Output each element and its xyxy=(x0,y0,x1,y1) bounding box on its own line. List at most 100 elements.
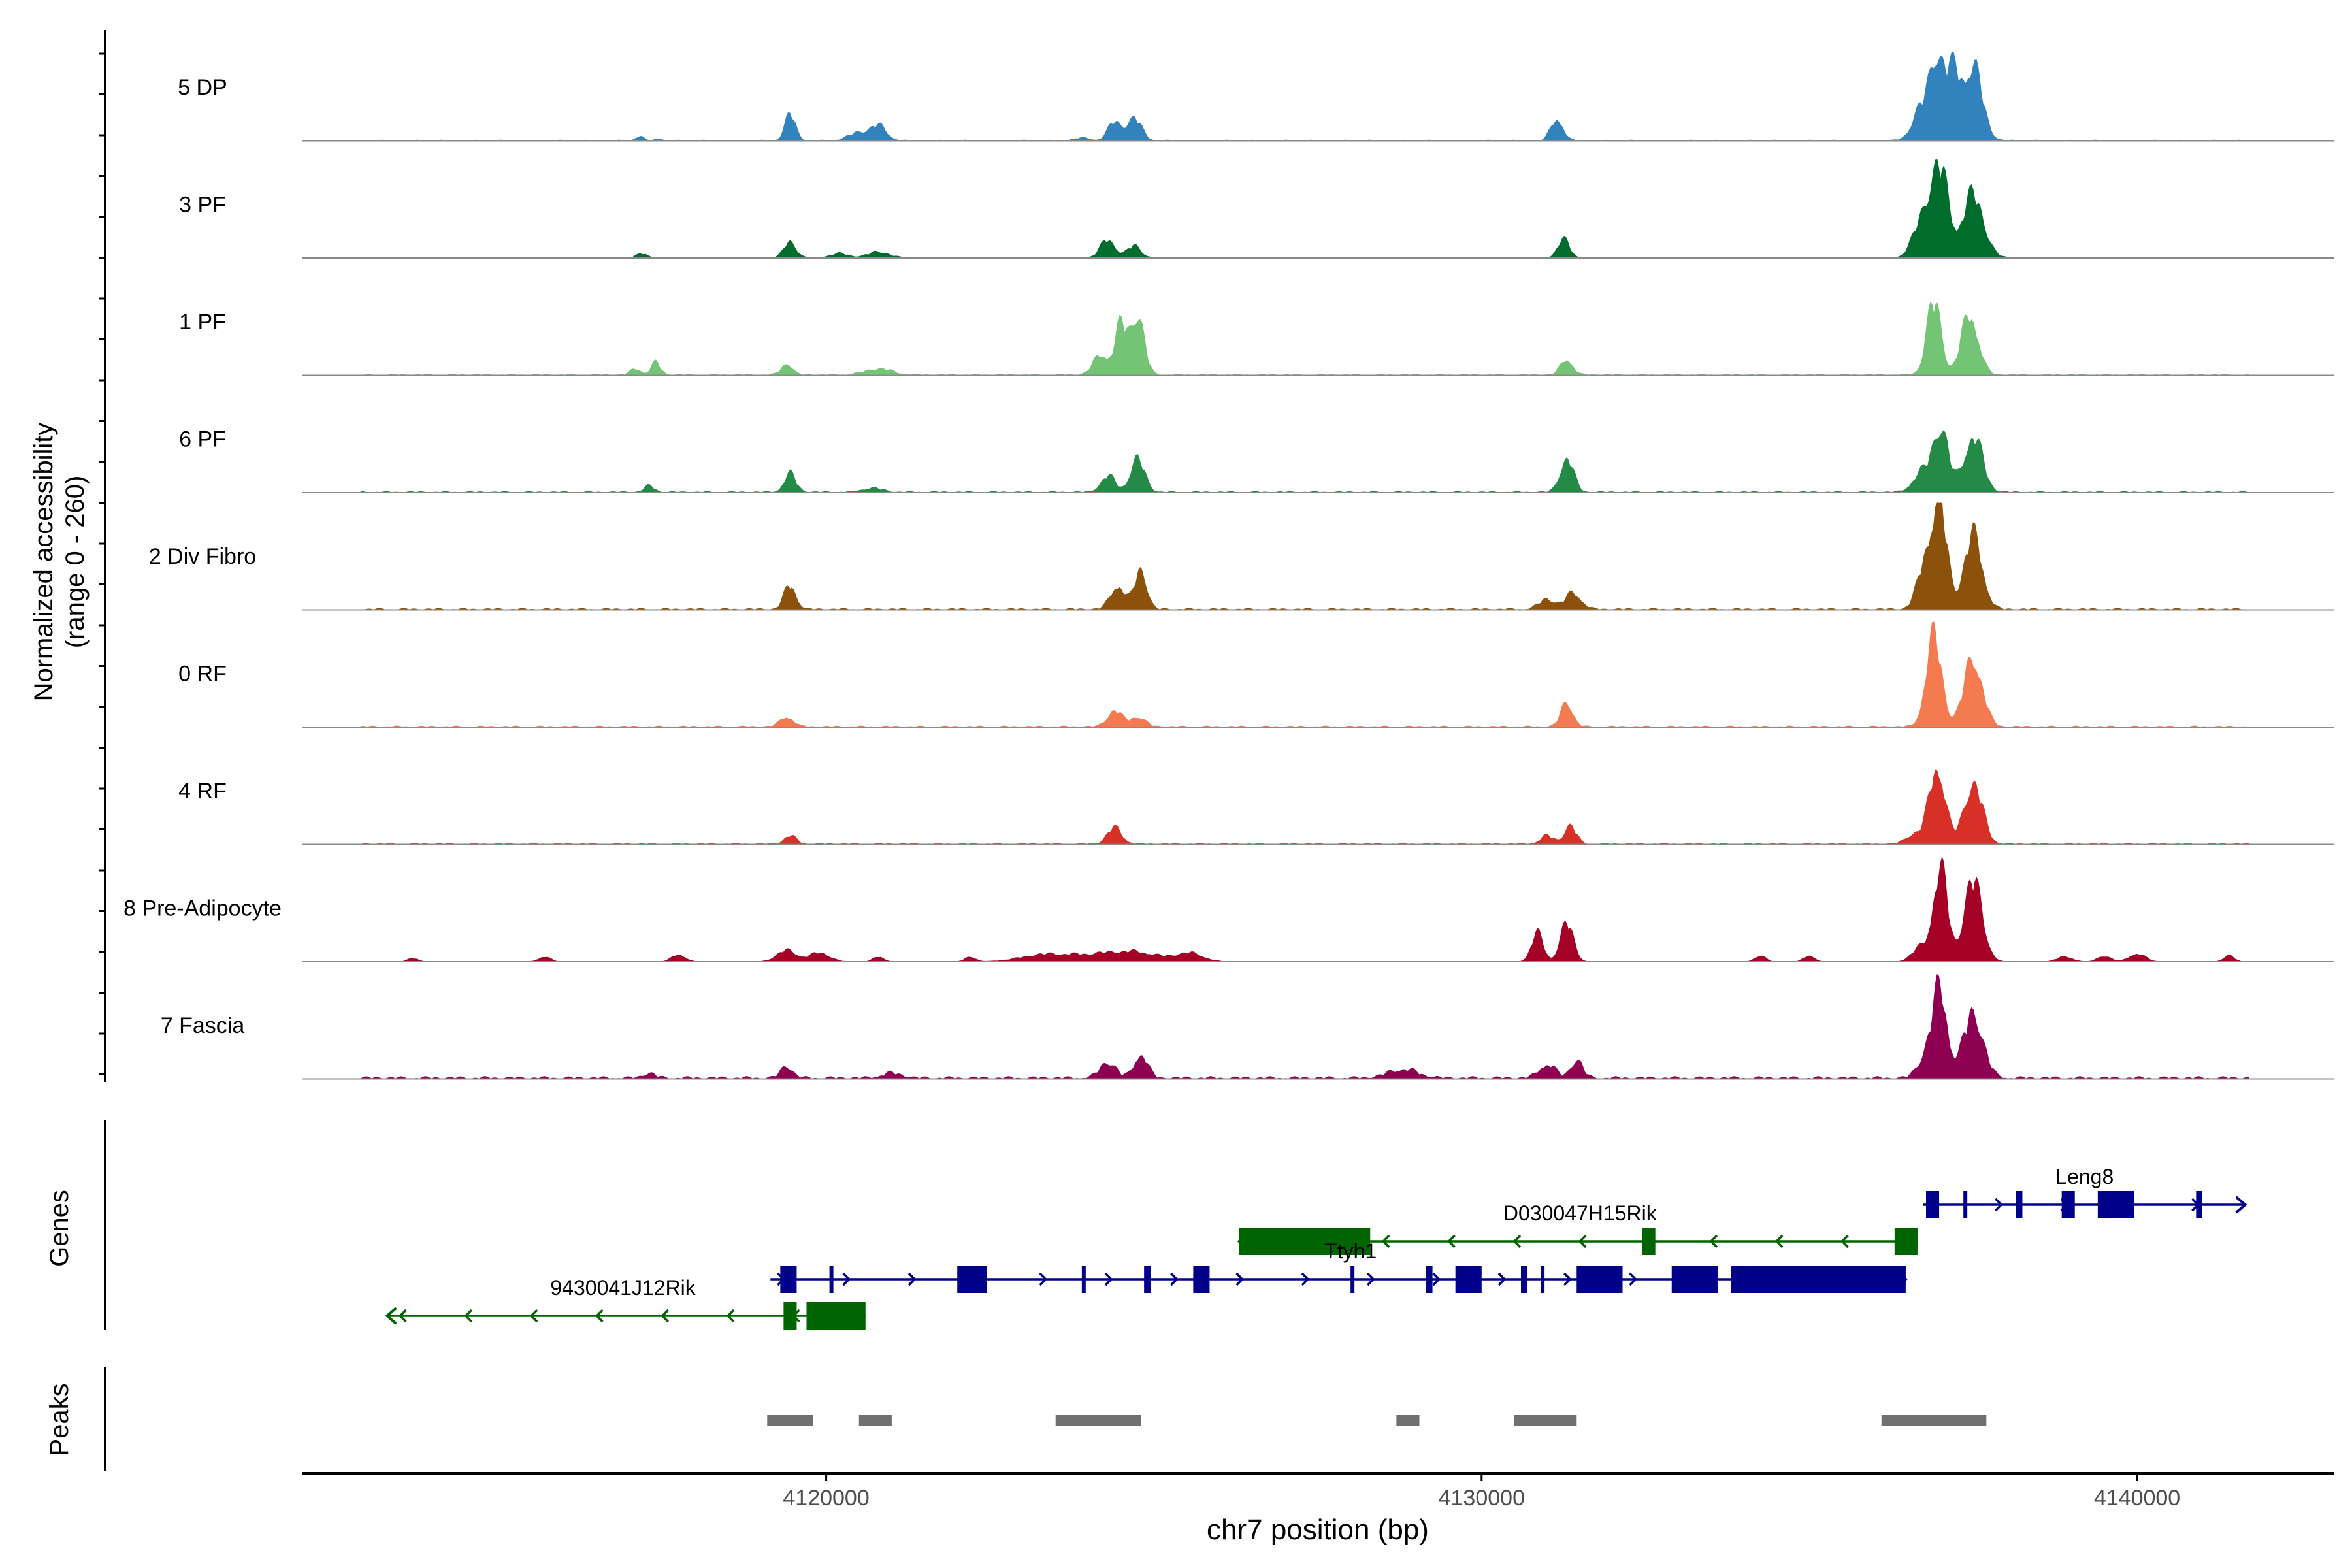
coverage-area xyxy=(360,973,2249,1080)
track-6-pf: 6 PF xyxy=(179,427,2334,493)
strand-chevron xyxy=(1709,1234,1718,1249)
track-label: 5 DP xyxy=(178,75,227,100)
coverage-area xyxy=(361,769,2249,845)
gene-exon xyxy=(1541,1266,1545,1293)
gene-ttyh1: Ttyh1 xyxy=(770,1239,1908,1293)
strand-chevron xyxy=(1512,1234,1522,1249)
coverage-area xyxy=(360,430,2249,493)
peak-region xyxy=(1396,1415,1420,1426)
peak-region xyxy=(1514,1415,1577,1426)
gene-exon xyxy=(1193,1266,1210,1293)
strand-chevron xyxy=(1497,1272,1507,1286)
gene-exon xyxy=(1731,1266,1906,1293)
peaks-track-label: Peaks xyxy=(45,1383,74,1456)
peak-region xyxy=(1881,1415,1987,1426)
strand-chevron xyxy=(842,1272,851,1286)
genes-track-label: Genes xyxy=(45,1190,74,1267)
gene-label: Leng8 xyxy=(2055,1165,2114,1188)
strand-chevron xyxy=(1039,1272,1048,1286)
gene-exon xyxy=(1925,1191,1940,1218)
strand-chevron xyxy=(1629,1272,1638,1286)
x-tick-label: 4130000 xyxy=(1439,1486,1525,1511)
strand-chevron xyxy=(1381,1234,1390,1249)
track-7-fascia: 7 Fascia xyxy=(161,973,2334,1080)
strand-chevron xyxy=(1563,1272,1572,1286)
gene-exon xyxy=(1894,1228,1918,1255)
strand-chevron xyxy=(1447,1234,1456,1249)
gene-exon xyxy=(829,1266,834,1293)
track-label: 7 Fascia xyxy=(161,1013,245,1038)
track-2-div-fibro: 2 Div Fibro xyxy=(149,502,2334,611)
genes-track: Leng8 D030047H15Rik Ttyh1 9430041J12Rik xyxy=(385,1165,2247,1330)
strand-chevron xyxy=(529,1309,538,1323)
peak-region xyxy=(767,1415,813,1426)
strand-chevron xyxy=(1432,1272,1441,1286)
strand-chevron xyxy=(1840,1234,1849,1249)
gene-label: D030047H15Rik xyxy=(1503,1201,1658,1225)
track-label: 8 Pre-Adipocyte xyxy=(123,896,282,921)
gene-exon xyxy=(1426,1266,1433,1293)
y-axis-title-line-1: Normalized accessibility xyxy=(29,423,58,702)
gene-exon xyxy=(783,1302,797,1330)
gene-exon xyxy=(2097,1191,2134,1218)
x-tick-label: 4140000 xyxy=(2094,1486,2180,1511)
strand-chevron xyxy=(907,1272,917,1286)
strand-chevron xyxy=(661,1309,670,1323)
gene-exon xyxy=(2196,1191,2202,1218)
strand-chevron xyxy=(1774,1234,1784,1249)
gene-exon xyxy=(2061,1191,2075,1218)
coverage-area xyxy=(360,621,2249,728)
strand-chevron xyxy=(1367,1272,1375,1286)
x-axis-title: chr7 position (bp) xyxy=(1207,1514,1429,1546)
gene-label: 9430041J12Rik xyxy=(550,1276,696,1299)
gene-exon xyxy=(957,1266,987,1293)
strand-chevron xyxy=(1995,1198,2003,1212)
coverage-y-ticks xyxy=(99,52,105,1075)
coverage-area xyxy=(360,51,2249,142)
gene-exon xyxy=(1576,1266,1623,1293)
coverage-tracks: 5 DP 3 PF 1 PF 6 PF 2 Div Fibro 0 RF 4 RF 8 Pre… xyxy=(123,51,2334,1080)
gene-exon xyxy=(1521,1266,1528,1293)
gene-label: Ttyh1 xyxy=(1324,1239,1377,1263)
gene-leng8: Leng8 xyxy=(1922,1165,2247,1218)
gene-exon xyxy=(1642,1228,1656,1255)
gene-exon xyxy=(1350,1266,1355,1293)
strand-chevron xyxy=(1578,1234,1587,1249)
coverage-area xyxy=(360,856,2249,962)
coverage-area xyxy=(360,301,2249,376)
track-3-pf: 3 PF xyxy=(179,159,2334,259)
gene-exon xyxy=(806,1302,866,1330)
track-5-dp: 5 DP xyxy=(178,51,2334,142)
track-label: 6 PF xyxy=(179,427,226,452)
strand-chevron xyxy=(1235,1272,1245,1286)
track-label: 4 RF xyxy=(178,779,227,804)
x-tick-label: 4120000 xyxy=(783,1486,869,1511)
gene-exon xyxy=(2016,1191,2023,1218)
gene-exon xyxy=(1671,1266,1718,1293)
gene-d030047h15rik: D030047H15Rik xyxy=(1237,1201,1918,1255)
track-label: 1 PF xyxy=(179,310,226,335)
strand-chevron xyxy=(1170,1272,1179,1286)
track-label: 2 Div Fibro xyxy=(149,544,256,569)
gene-exon xyxy=(1455,1266,1482,1293)
y-axis-title-line-2: (range 0 - 260) xyxy=(61,476,90,649)
x-axis-ticks: 4120000 4130000 4140000 xyxy=(783,1473,2180,1511)
strand-chevron xyxy=(399,1309,407,1323)
gene-exon xyxy=(1144,1266,1151,1293)
peak-region xyxy=(1055,1415,1141,1426)
strand-chevron xyxy=(726,1309,735,1323)
gene-exon xyxy=(1081,1266,1086,1293)
strand-chevron xyxy=(464,1309,473,1323)
strand-chevron xyxy=(595,1309,604,1323)
strand-chevron xyxy=(1301,1272,1310,1286)
coverage-area xyxy=(360,159,2249,259)
track-0-rf: 0 RF xyxy=(178,621,2334,728)
peak-region xyxy=(858,1415,892,1426)
strand-end-arrow xyxy=(2235,1196,2247,1214)
track-label: 0 RF xyxy=(178,662,227,687)
track-1-pf: 1 PF xyxy=(179,301,2334,376)
strand-chevron xyxy=(1104,1272,1113,1286)
gene-9430041j12rik: 9430041J12Rik xyxy=(385,1276,866,1330)
strand-end-arrow xyxy=(385,1307,397,1325)
track-4-rf: 4 RF xyxy=(178,769,2334,845)
